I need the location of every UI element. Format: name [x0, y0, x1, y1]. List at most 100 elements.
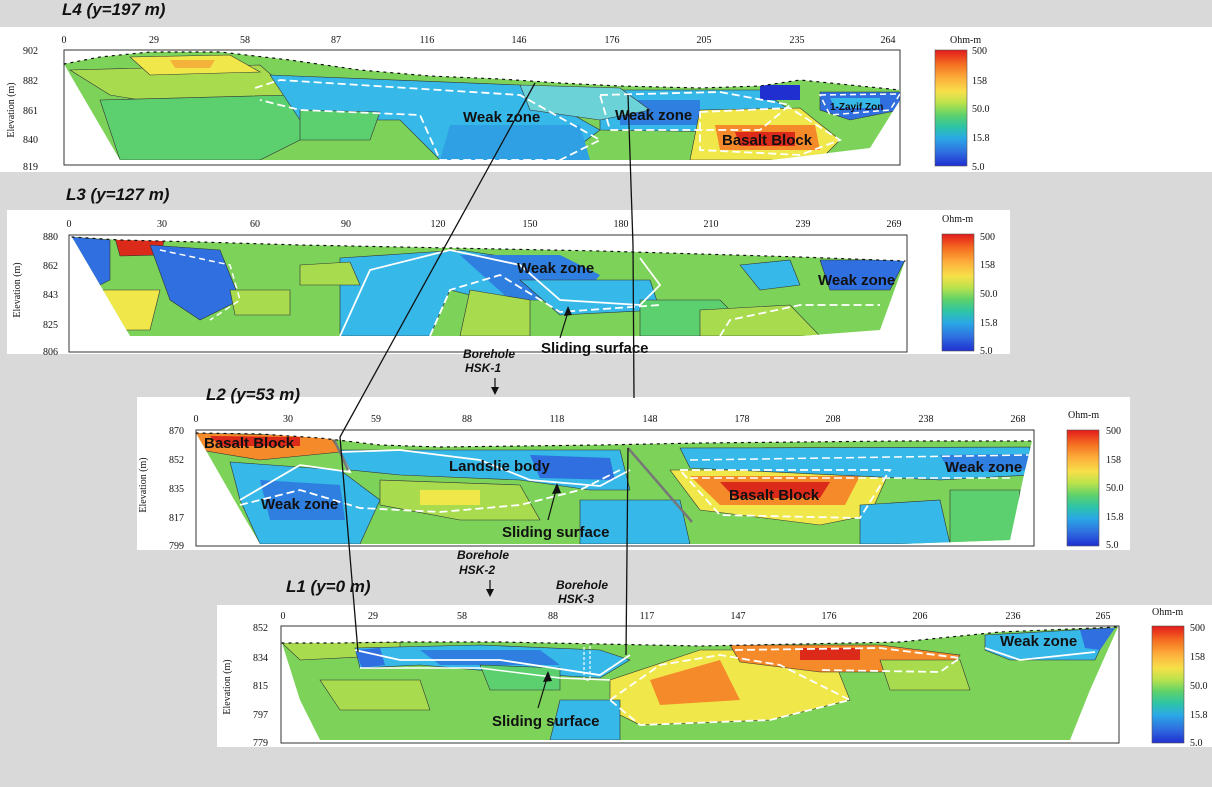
electrode-line [195, 432, 1033, 448]
x-tick: 58 [457, 611, 467, 622]
y-tick: 840 [23, 135, 38, 146]
arrow-head [552, 483, 561, 494]
y-tick: 797 [253, 710, 268, 721]
x-tick: 147 [731, 611, 746, 622]
colorbar-tick: 5.0 [980, 346, 993, 357]
y-tick: 799 [169, 541, 184, 552]
y-tick: 779 [253, 738, 268, 749]
colorbar-tick: 5.0 [1190, 738, 1203, 749]
x-tick: 269 [887, 219, 902, 230]
borehole-label: Borehole [463, 347, 515, 361]
correlation-line-right-upper [627, 94, 635, 399]
correlation-lines [339, 82, 635, 656]
x-tick: 180 [614, 219, 629, 230]
panel-l1: L1 (y=0 m) 0 29 [217, 577, 1212, 749]
borehole-label: Borehole [556, 578, 608, 592]
annotation-weak-zone: Weak zone [945, 459, 1022, 476]
x-tick: 178 [735, 414, 750, 425]
x-tick: 60 [250, 219, 260, 230]
colorbar-tick: 50.0 [1106, 483, 1124, 494]
colorbar-tick: 15.8 [1106, 512, 1124, 523]
x-tick: 88 [548, 611, 558, 622]
arrow-head [543, 671, 552, 682]
x-tick: 235 [790, 35, 805, 46]
y-axis-title: Elevation (m) [6, 82, 17, 137]
annotation-weak-zone-small: 1-Zayif Zon [830, 102, 883, 113]
plot-frame [280, 625, 1120, 744]
colorbar-tick: 5.0 [1106, 540, 1119, 551]
annotation-weak-zone: Weak zone [463, 109, 540, 126]
x-tick: 176 [605, 35, 620, 46]
x-tick: 29 [368, 611, 378, 622]
panel-l4: L4 (y=197 m) 0 2 [0, 0, 1212, 173]
x-tick-labels: 0 30 59 88 118 148 178 208 238 268 [194, 414, 1026, 425]
colorbar: Ohm-m 500 158 50.0 15.8 5.0 [1151, 607, 1208, 749]
correlation-line-left [339, 82, 536, 653]
correlation-line-right-lower [625, 447, 629, 656]
x-tick: 239 [796, 219, 811, 230]
colorbar-tick: 500 [1106, 426, 1121, 437]
x-tick: 90 [341, 219, 351, 230]
panel-l3: L3 (y=127 m) 0 30 60 [7, 185, 1010, 358]
y-tick-labels: 870 852 835 817 799 [169, 426, 184, 552]
borehole-hsk-3: Borehole HSK-3 [556, 578, 608, 634]
colorbar-tick: 500 [980, 232, 995, 243]
sliding-surface-arrow [559, 311, 569, 339]
colorbar-gradient [941, 233, 975, 352]
colorbar: Ohm-m 500 158 50.0 15.8 5.0 [934, 35, 990, 173]
arrow-head [491, 387, 499, 395]
resistivity-section [282, 627, 1118, 740]
y-tick-labels: 902 882 861 840 819 [23, 46, 38, 173]
sliding-surface-arrow [537, 677, 548, 709]
x-tick-labels: 0 30 60 90 120 150 180 210 239 269 [67, 219, 902, 230]
x-tick: 88 [462, 414, 472, 425]
colorbar-tick: 50.0 [972, 104, 990, 115]
borehole-label: Borehole [457, 548, 509, 562]
annotation-landslide-body: Landslie body [449, 458, 551, 475]
x-tick: 87 [331, 35, 341, 46]
x-tick: 210 [704, 219, 719, 230]
annotation-weak-zone: Weak zone [1000, 633, 1077, 650]
x-tick: 0 [67, 219, 72, 230]
panel-title: L1 (y=0 m) [286, 577, 371, 596]
colorbar-unit: Ohm-m [1152, 607, 1183, 618]
y-tick: 902 [23, 46, 38, 57]
x-tick-labels: 0 29 58 88 117 147 176 206 236 265 [281, 611, 1111, 622]
x-tick: 268 [1011, 414, 1026, 425]
x-tick: 264 [881, 35, 896, 46]
x-tick: 30 [283, 414, 293, 425]
panel-title: L3 (y=127 m) [66, 185, 170, 204]
annotation-weak-zone: Weak zone [261, 496, 338, 513]
borehole-id: HSK-2 [459, 563, 495, 577]
y-tick: 843 [43, 290, 58, 301]
x-tick: 0 [62, 35, 67, 46]
colorbar-tick: 15.8 [980, 318, 998, 329]
panel-title: L4 (y=197 m) [62, 0, 166, 19]
colorbar-tick: 500 [972, 46, 987, 57]
panel-l2: L2 (y=53 m) [137, 385, 1130, 552]
y-tick: 835 [169, 484, 184, 495]
y-tick: 817 [169, 513, 184, 524]
annotation-weak-zone: Weak zone [517, 260, 594, 277]
borehole-hsk-2: Borehole HSK-2 [457, 548, 509, 597]
colorbar-tick: 158 [1190, 652, 1205, 663]
x-tick: 150 [523, 219, 538, 230]
annotation-sliding-surface: Sliding surface [492, 713, 600, 730]
x-tick: 118 [550, 414, 565, 425]
colorbar-tick: 50.0 [980, 289, 998, 300]
x-tick: 146 [512, 35, 527, 46]
colorbar-gradient [1151, 625, 1185, 744]
y-axis-title: Elevation (m) [138, 457, 149, 512]
x-tick: 208 [826, 414, 841, 425]
y-tick: 862 [43, 261, 58, 272]
annotation-weak-zone: Weak zone [818, 272, 895, 289]
colorbar-tick: 158 [980, 260, 995, 271]
annotation-sliding-surface: Sliding surface [541, 340, 649, 357]
colorbar-tick: 50.0 [1190, 681, 1208, 692]
x-tick: 29 [149, 35, 159, 46]
x-tick: 120 [431, 219, 446, 230]
colorbar-unit: Ohm-m [942, 214, 973, 225]
x-tick: 176 [822, 611, 837, 622]
sliding-surface-arrow [547, 489, 557, 521]
